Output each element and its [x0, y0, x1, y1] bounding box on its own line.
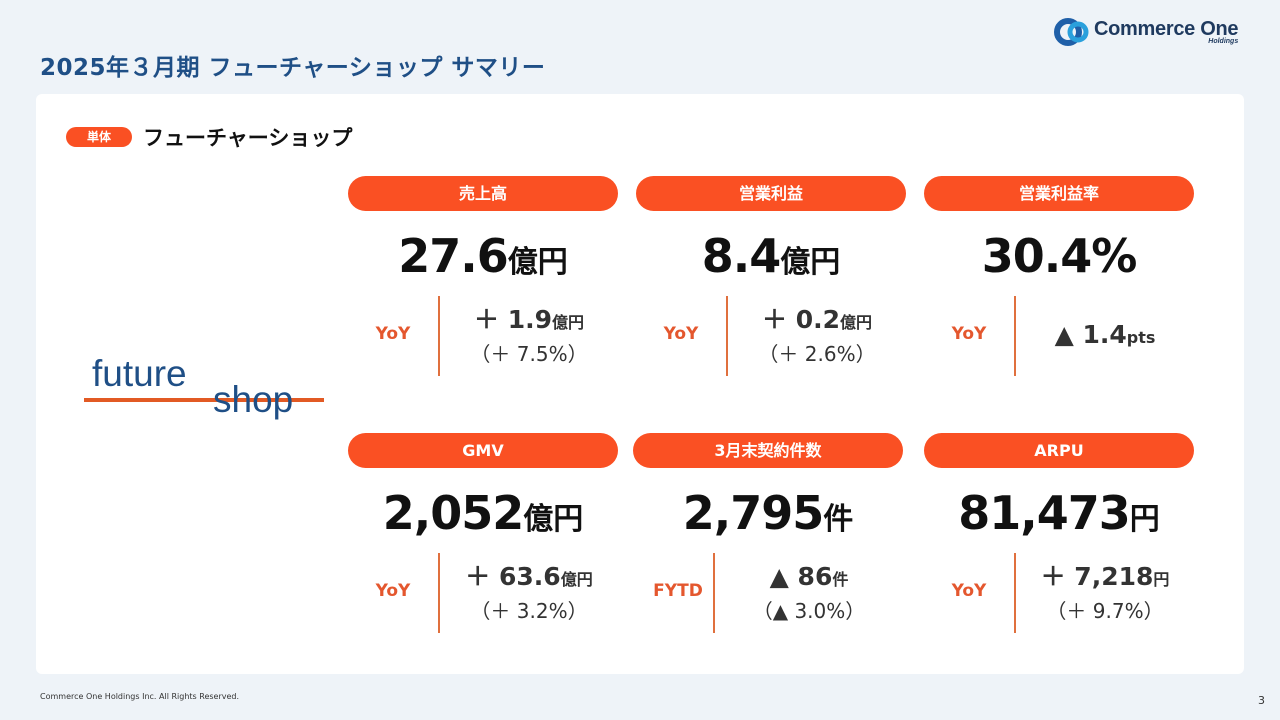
metric-contracts: 3月末契約件数 2,795件 FYTD ▲ 86件 （▲ 3.0%） — [633, 433, 903, 683]
metric-value-number: 2,795 — [682, 486, 825, 540]
comparison-unit: 億円 — [839, 313, 872, 332]
company-logo: Commerce One Holdings — [1054, 16, 1239, 48]
metric-label: 営業利益率 — [924, 176, 1194, 211]
metric-operating-margin: 営業利益率 30.4% YoY ▲ 1.4pts — [924, 176, 1194, 426]
futureshop-logo: future shop — [82, 356, 327, 422]
comparison-percent: （＋ 7.5%） — [470, 342, 588, 366]
comparison-percent: （＋ 9.7%） — [1046, 599, 1164, 623]
comparison-change: ＋ 1.9 — [473, 305, 552, 334]
metric-value-unit: 億円 — [507, 245, 568, 280]
metric-value-unit: 億円 — [780, 245, 841, 280]
comparison-change: ▲ 1.4 — [1054, 320, 1127, 349]
metric-value-unit: 億円 — [523, 502, 584, 537]
section-title: フューチャーショップ — [143, 126, 353, 150]
comparison-value: ▲ 1.4pts — [1016, 303, 1194, 355]
metric-value: 81,473円 — [924, 483, 1194, 554]
page-title: 2025年３月期 フューチャーショップ サマリー — [40, 55, 546, 81]
metric-arpu: ARPU 81,473円 YoY ＋ 7,218円 （＋ 9.7%） — [924, 433, 1194, 683]
metric-value: 2,052億円 — [348, 483, 618, 554]
metric-value: 8.4億円 — [636, 226, 906, 297]
metric-label: GMV — [348, 433, 618, 468]
comparison-label: YoY — [375, 324, 411, 344]
summary-card: 単体 フューチャーショップ future shop 売上高 27.6億円 YoY… — [36, 94, 1244, 674]
metric-revenue: 売上高 27.6億円 YoY ＋ 1.9億円 （＋ 7.5%） — [348, 176, 618, 426]
comparison-value: ＋ 7,218円 （＋ 9.7%） — [1016, 560, 1194, 625]
comparison-change: ▲ 86 — [769, 562, 833, 591]
comparison-label: YoY — [951, 324, 987, 344]
comparison-label: YoY — [375, 581, 411, 601]
metric-value: 30.4% — [924, 226, 1194, 297]
comparison-percent: （＋ 2.6%） — [758, 342, 876, 366]
metric-value-number: 30.4% — [981, 229, 1138, 283]
metric-value-number: 81,473 — [958, 486, 1131, 540]
divider — [1014, 553, 1016, 633]
company-logo-name: Commerce One — [1094, 18, 1239, 40]
comparison-unit: 件 — [832, 570, 849, 589]
comparison-value: ▲ 86件 （▲ 3.0%） — [715, 560, 903, 625]
metric-label: ARPU — [924, 433, 1194, 468]
metric-label: 売上高 — [348, 176, 618, 211]
comparison-label: YoY — [663, 324, 699, 344]
comparison-change: ＋ 63.6 — [465, 562, 561, 591]
metric-value-number: 8.4 — [701, 229, 781, 283]
copyright-footer: Commerce One Holdings Inc. All Rights Re… — [40, 692, 240, 701]
metric-gmv: GMV 2,052億円 YoY ＋ 63.6億円 （＋ 3.2%） — [348, 433, 618, 683]
futureshop-logo-line1: future — [92, 356, 187, 394]
futureshop-logo-line2: shop — [213, 379, 293, 420]
futureshop-logo-underline — [84, 398, 324, 402]
metric-value: 27.6億円 — [348, 226, 618, 297]
comparison-value: ＋ 0.2億円 （＋ 2.6%） — [728, 303, 906, 368]
metric-value-number: 2,052 — [382, 486, 525, 540]
metric-value: 2,795件 — [633, 483, 903, 554]
comparison-label: YoY — [951, 581, 987, 601]
page-number: 3 — [1258, 694, 1265, 707]
metric-value-unit: 件 — [823, 502, 854, 537]
comparison-change: ＋ 7,218 — [1040, 562, 1154, 591]
divider — [1014, 296, 1016, 376]
comparison-change: ＋ 0.2 — [761, 305, 840, 334]
comparison-unit: 億円 — [551, 313, 584, 332]
comparison-percent: （＋ 3.2%） — [470, 599, 588, 623]
metric-value-unit: 円 — [1129, 502, 1160, 537]
comparison-unit: pts — [1126, 328, 1156, 347]
divider — [438, 553, 440, 633]
comparison-unit: 円 — [1153, 570, 1170, 589]
comparison-unit: 億円 — [560, 570, 593, 589]
divider — [438, 296, 440, 376]
metric-operating-income: 営業利益 8.4億円 YoY ＋ 0.2億円 （＋ 2.6%） — [636, 176, 906, 426]
company-logo-icon — [1054, 18, 1089, 46]
metric-label: 営業利益 — [636, 176, 906, 211]
comparison-value: ＋ 1.9億円 （＋ 7.5%） — [440, 303, 618, 368]
divider — [726, 296, 728, 376]
scope-badge: 単体 — [66, 127, 132, 147]
comparison-label: FYTD — [653, 581, 703, 601]
divider — [713, 553, 715, 633]
comparison-value: ＋ 63.6億円 （＋ 3.2%） — [440, 560, 618, 625]
comparison-percent: （▲ 3.0%） — [752, 599, 866, 623]
metric-value-number: 27.6 — [398, 229, 508, 283]
metric-label: 3月末契約件数 — [633, 433, 903, 468]
company-logo-sub: Holdings — [1208, 38, 1239, 45]
